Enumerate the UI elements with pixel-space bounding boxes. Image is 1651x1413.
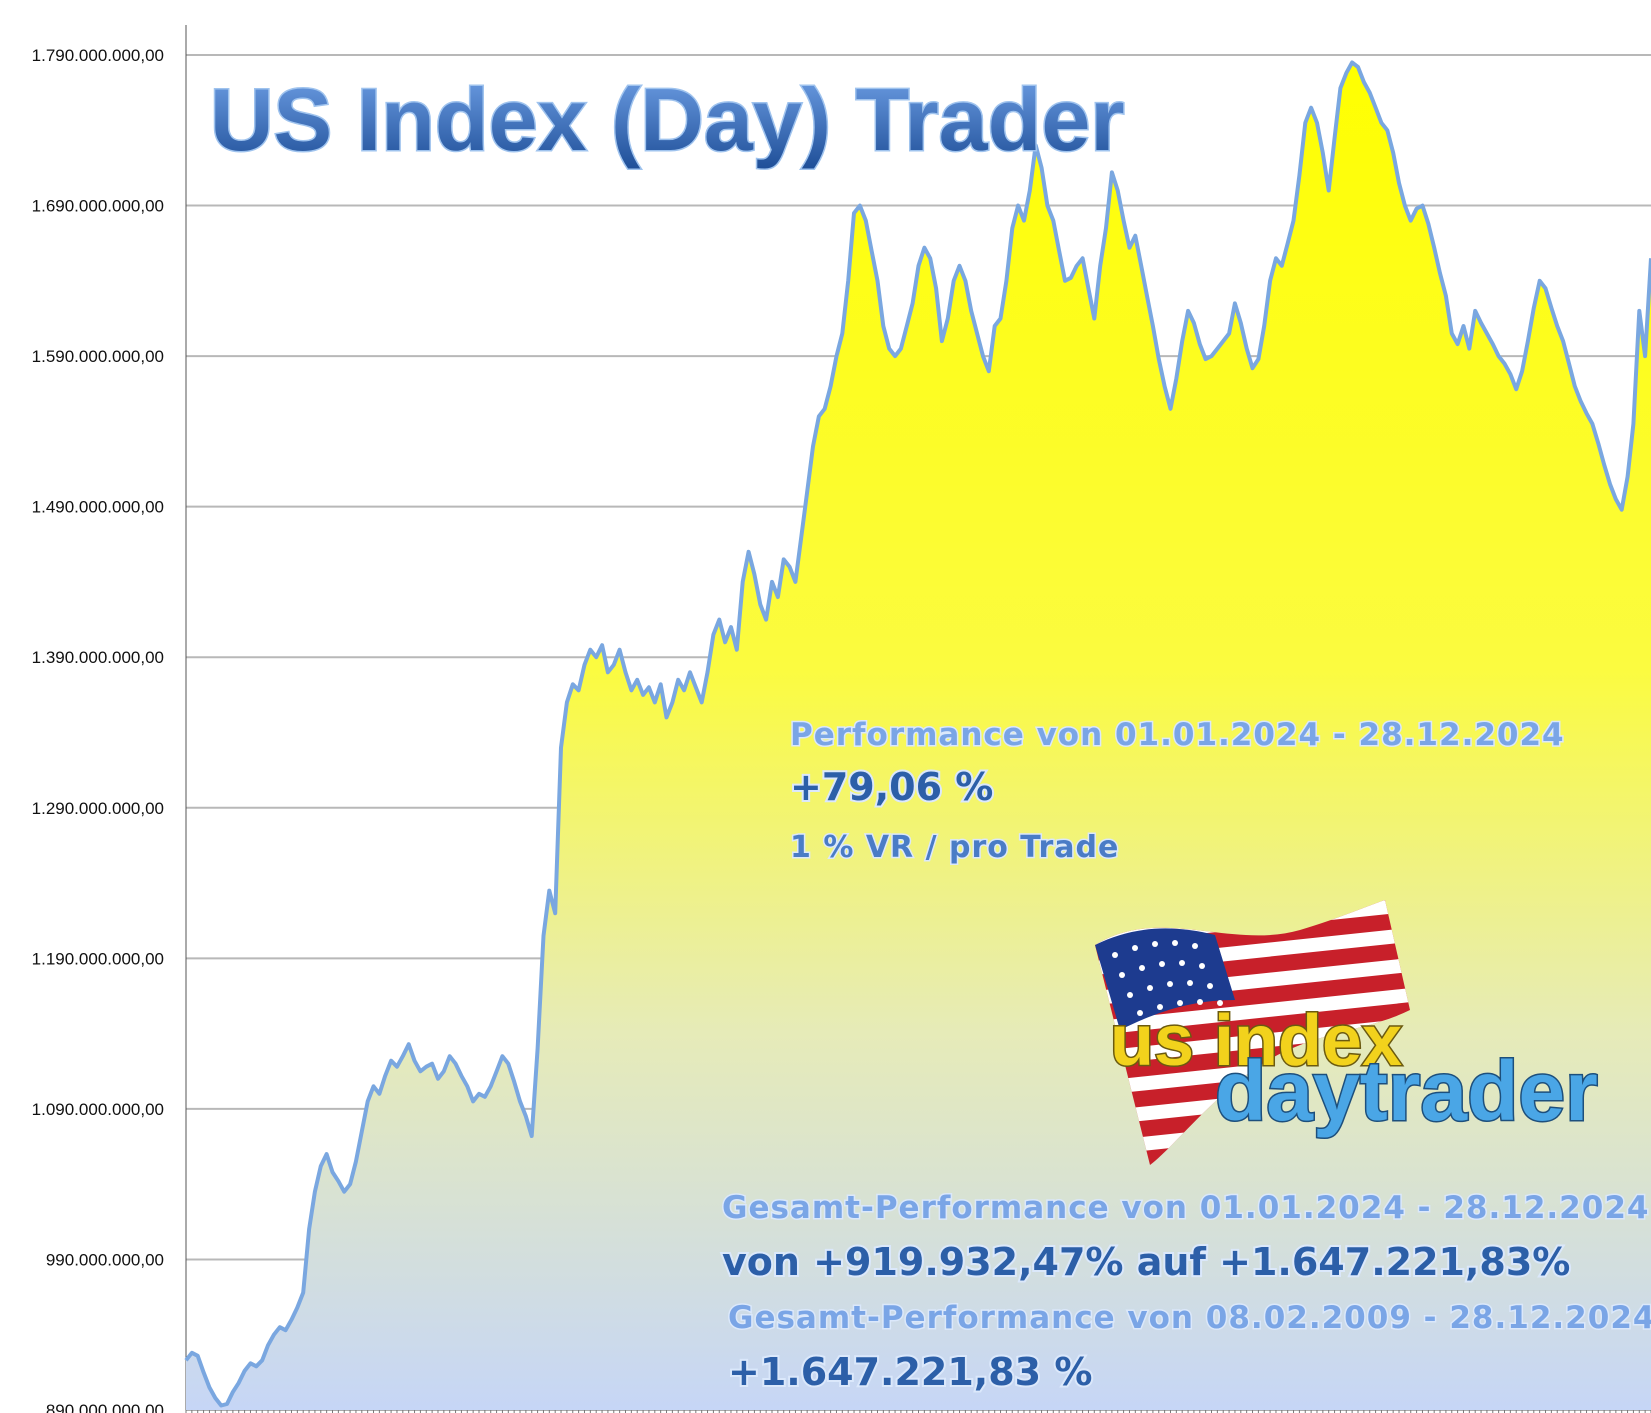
- period-performance-value: +79,06 %: [790, 765, 993, 809]
- equity-area: [186, 62, 1651, 1410]
- y-tick-label: 1.490.000.000,00: [32, 498, 164, 517]
- y-tick-label: 1.590.000.000,00: [32, 347, 164, 366]
- y-tick-label: 1.090.000.000,00: [32, 1100, 164, 1119]
- equity-line: [184, 60, 1651, 1408]
- y-tick-label: 1.290.000.000,00: [32, 799, 164, 818]
- y-tick-label: 1.790.000.000,00: [32, 46, 164, 65]
- y-tick-label: 1.690.000.000,00: [32, 197, 164, 216]
- period-performance-header: Performance von 01.01.2024 - 28.12.2024: [790, 717, 1565, 753]
- y-tick-label: 890.000.000,00: [46, 1401, 164, 1413]
- y-tick-label: 1.190.000.000,00: [32, 949, 164, 968]
- y-axis-tick-labels: 890.000.000,00 990.000.000,00 1.090.000.00…: [32, 46, 164, 1413]
- total-performance-header-since-2009: Gesamt-Performance von 08.02.2009 - 28.1…: [728, 1300, 1651, 1336]
- total-performance-header-2024: Gesamt-Performance von 01.01.2024 - 28.1…: [722, 1190, 1649, 1226]
- us-index-daytrader-logo: us index daytrader: [1095, 900, 1599, 1165]
- risk-per-trade-note: 1 % VR / pro Trade: [790, 830, 1119, 865]
- chart-title: US Index (Day) Trader: [210, 70, 1125, 169]
- logo-text-us-index: us index: [1110, 1001, 1402, 1081]
- y-tick-label: 1.390.000.000,00: [32, 648, 164, 667]
- total-performance-value-since-2009: +1.647.221,83 %: [728, 1350, 1092, 1394]
- total-performance-value-2024: von +919.932,47% auf +1.647.221,83%: [722, 1240, 1570, 1284]
- y-tick-label: 990.000.000,00: [46, 1250, 164, 1269]
- logo-text-daytrader: daytrader: [1215, 1044, 1598, 1138]
- x-axis-minor-ticks: [185, 1410, 1651, 1413]
